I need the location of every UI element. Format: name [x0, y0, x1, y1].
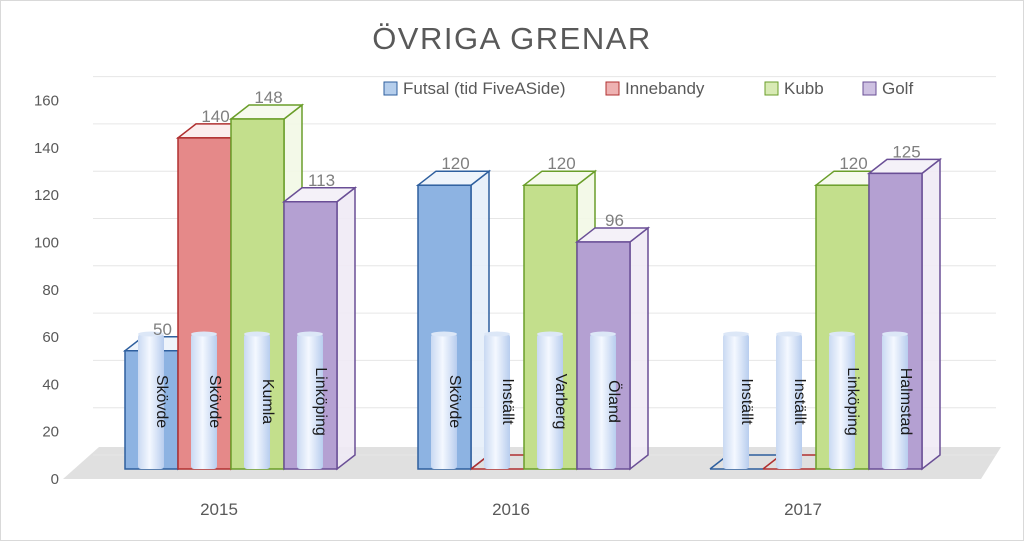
place-cylinder-cap [829, 331, 855, 337]
value-label: 50 [153, 320, 172, 339]
x-category-label: 2017 [784, 500, 822, 519]
place-labels: Skövde Skövde Inställt Skövde Inställt Instäl… [138, 331, 914, 469]
place-label-box: Linköping [297, 331, 329, 469]
place-label-box: Inställt [776, 331, 808, 469]
place-label-box: Varberg [537, 331, 569, 469]
x-category-label: 2015 [200, 500, 238, 519]
y-axis-ticks: 0 20 40 60 80 100 120 140 160 [34, 93, 59, 488]
place-cylinder-cap [723, 331, 749, 337]
place-label: Skövde [206, 375, 223, 428]
place-label: Linköping [844, 367, 861, 436]
place-label: Inställt [791, 378, 808, 425]
value-labels: 50 120 140 148 120 120 113 96 125 [153, 88, 921, 339]
place-label-box: Halmstad [882, 331, 914, 469]
value-label: 120 [441, 154, 469, 173]
legend-item: Innebandy [605, 79, 705, 98]
place-label-box: Linköping [829, 331, 861, 469]
legend-label: Kubb [784, 79, 824, 98]
legend: Futsal (tid FiveASide) Innebandy Kubb Golf [383, 79, 913, 98]
place-cylinder-cap [484, 331, 510, 337]
place-label: Skövde [446, 375, 463, 428]
place-cylinder [138, 334, 164, 469]
place-label-box: Skövde [138, 331, 170, 469]
chart-title: ÖVRIGA GRENAR [372, 21, 652, 56]
place-cylinder [484, 334, 510, 469]
legend-item: Futsal (tid FiveASide) [383, 79, 566, 98]
x-category-label: 2016 [492, 500, 530, 519]
value-label: 148 [254, 88, 282, 107]
place-cylinder-cap [882, 331, 908, 337]
place-cylinder [590, 334, 616, 469]
bar-side [629, 226, 649, 471]
place-cylinder [723, 334, 749, 469]
place-label: Halmstad [897, 368, 914, 436]
y-tick-label: 0 [51, 471, 59, 488]
place-label-box: Skövde [191, 331, 223, 469]
place-cylinder-cap [776, 331, 802, 337]
place-cylinder [829, 334, 855, 469]
value-label: 140 [201, 107, 229, 126]
y-tick-label: 40 [42, 376, 59, 393]
place-cylinder [191, 334, 217, 469]
place-cylinder [882, 334, 908, 469]
place-cylinder-cap [191, 331, 217, 337]
y-tick-label: 160 [34, 93, 59, 110]
place-label: Varberg [552, 374, 569, 430]
place-cylinder-cap [537, 331, 563, 337]
y-tick-label: 60 [42, 329, 59, 346]
legend-swatch [862, 81, 877, 96]
place-label: Linköping [312, 367, 329, 436]
place-label: Kumla [259, 379, 276, 424]
y-tick-label: 120 [34, 187, 59, 204]
value-label: 120 [547, 154, 575, 173]
value-label: 96 [605, 211, 624, 230]
place-cylinder-cap [244, 331, 270, 337]
place-label-box: Kumla [244, 331, 276, 469]
y-tick-label: 100 [34, 235, 59, 252]
legend-swatch [605, 81, 620, 96]
legend-item: Kubb [764, 79, 824, 98]
y-tick-label: 140 [34, 140, 59, 157]
legend-item: Golf [862, 79, 913, 98]
place-label-box: Inställt [484, 331, 516, 469]
place-cylinder-cap [138, 331, 164, 337]
y-tick-label: 20 [42, 424, 59, 441]
place-label-box: Skövde [431, 331, 463, 469]
legend-label: Golf [882, 79, 913, 98]
bars [122, 103, 943, 471]
value-label: 120 [839, 154, 867, 173]
legend-label: Innebandy [625, 79, 705, 98]
place-cylinder [297, 334, 323, 469]
bar-side [336, 186, 356, 471]
bar-side [921, 157, 941, 471]
place-label: Skövde [153, 375, 170, 428]
place-label: Öland [605, 380, 623, 423]
place-cylinder-cap [590, 331, 616, 337]
place-cylinder [244, 334, 270, 469]
y-tick-label: 80 [42, 282, 59, 299]
place-label: Inställt [499, 378, 516, 425]
place-label: Inställt [738, 378, 755, 425]
legend-swatch [764, 81, 779, 96]
value-label: 113 [308, 171, 335, 190]
x-axis-categories: 2015 2016 2017 [200, 500, 822, 519]
legend-swatch [383, 81, 398, 96]
value-label: 125 [892, 142, 920, 161]
place-cylinder [431, 334, 457, 469]
place-cylinder-cap [431, 331, 457, 337]
place-cylinder [537, 334, 563, 469]
place-label-box: Öland [590, 331, 623, 469]
place-cylinder [776, 334, 802, 469]
place-label-box: Inställt [723, 331, 755, 469]
legend-label: Futsal (tid FiveASide) [403, 79, 566, 98]
place-cylinder-cap [297, 331, 323, 337]
